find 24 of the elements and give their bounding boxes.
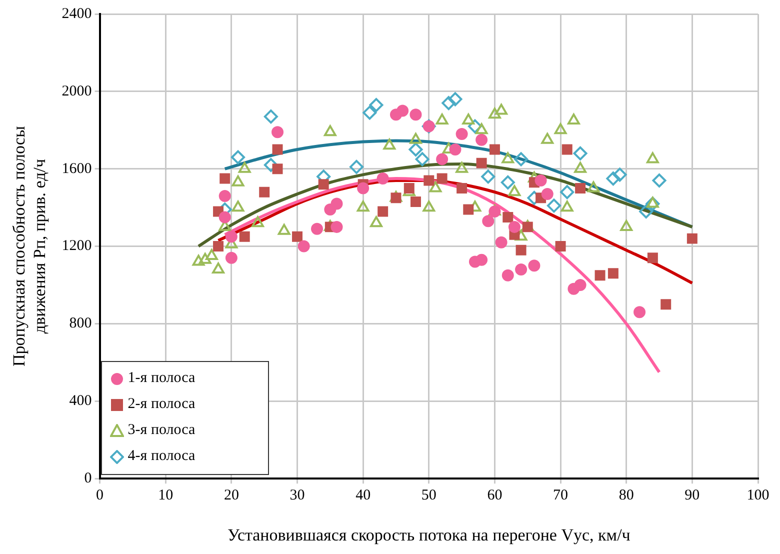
x-tick-label: 30 bbox=[290, 488, 305, 504]
x-tick-label: 60 bbox=[487, 488, 502, 504]
y-tick-label: 0 bbox=[84, 470, 92, 487]
y-tick-label: 2400 bbox=[62, 6, 92, 22]
x-tick-label: 20 bbox=[224, 488, 239, 504]
legend-label: 1-я полоса bbox=[128, 370, 196, 388]
y-tick-label: 800 bbox=[69, 316, 92, 332]
y-tick-label: 400 bbox=[69, 393, 92, 410]
x-tick-label: 50 bbox=[421, 488, 436, 504]
y-tick-label: 1200 bbox=[62, 238, 92, 254]
legend-label: 4-я полоса bbox=[128, 448, 196, 466]
y-tick-label: 1600 bbox=[62, 160, 92, 177]
x-tick-label: 40 bbox=[356, 488, 371, 504]
x-axis-title: Установившаяся скорость потока на перегоне Vус, км/ч bbox=[227, 525, 631, 544]
x-tick-label: 100 bbox=[746, 488, 770, 504]
legend-label: 3-я полоса bbox=[128, 422, 196, 440]
legend-label: 2-я полоса bbox=[128, 396, 196, 414]
y-axis-title: Пропускная способность полосы движения Рп, прив. ед/ч bbox=[10, 126, 50, 367]
x-tick-label: 10 bbox=[158, 488, 174, 504]
x-tick-label: 80 bbox=[618, 488, 634, 504]
x-tick-label: 70 bbox=[553, 488, 568, 504]
y-tick-label: 2000 bbox=[62, 83, 92, 100]
x-tick-label: 90 bbox=[684, 488, 700, 504]
x-tick-label: 0 bbox=[96, 488, 104, 504]
